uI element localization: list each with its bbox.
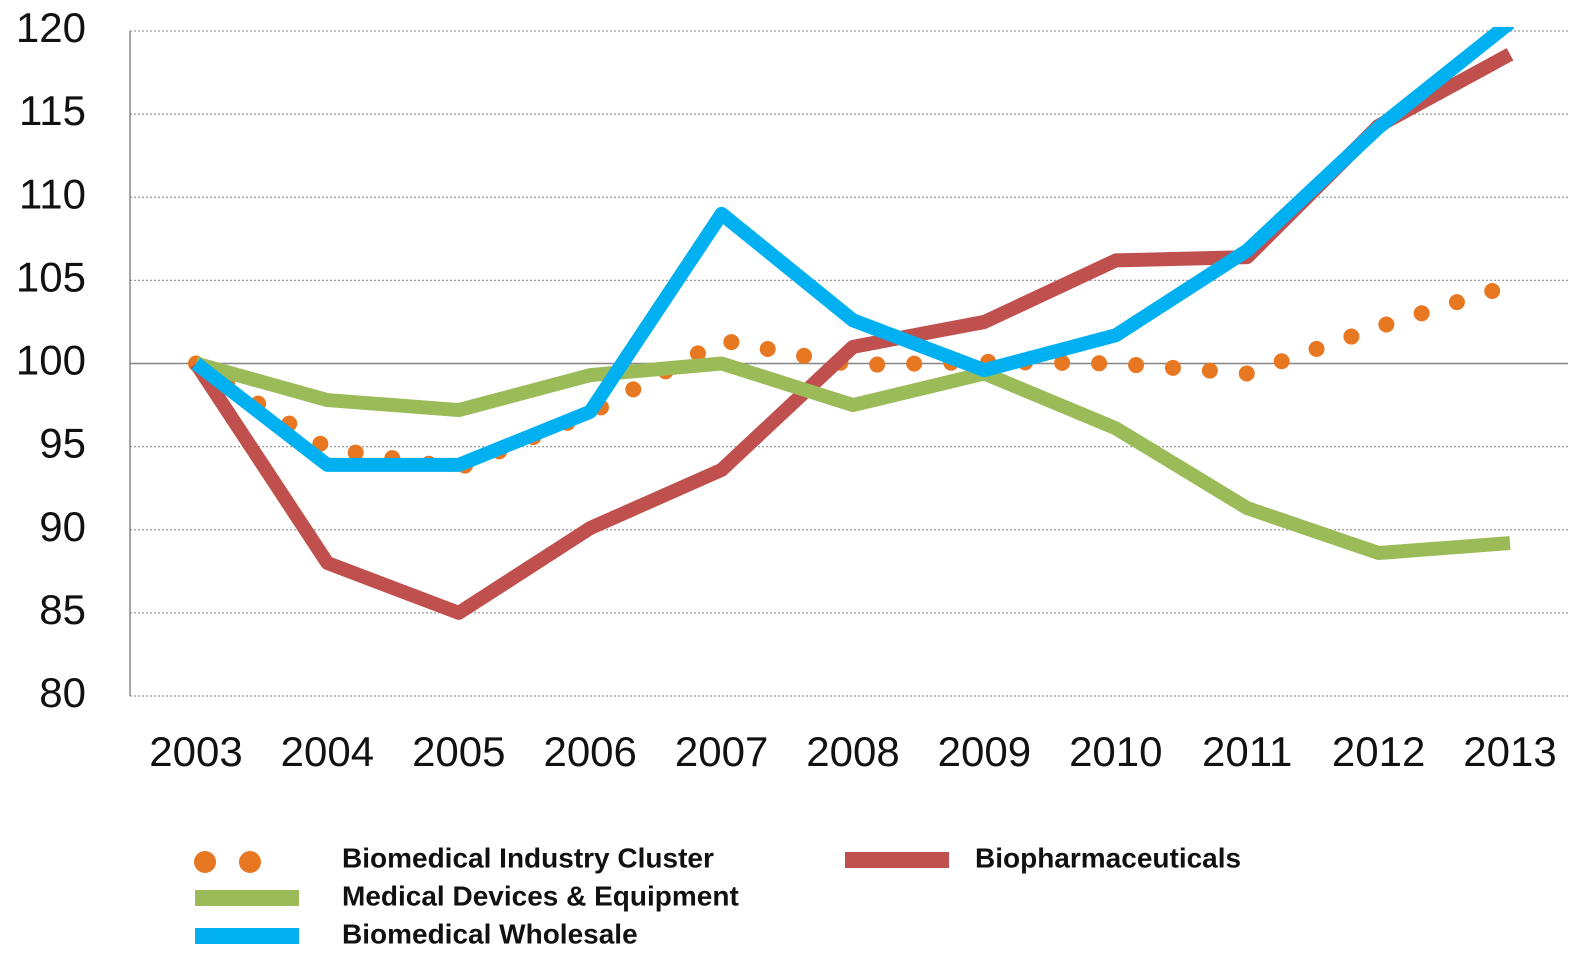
x-tick-label: 2011: [1202, 728, 1292, 775]
x-tick-label: 2013: [1463, 728, 1556, 775]
x-tick-label: 2004: [281, 728, 374, 775]
y-tick-label: 100: [16, 337, 86, 384]
x-tick-label: 2003: [149, 728, 242, 775]
y-tick-label: 85: [39, 586, 86, 633]
x-tick-label: 2008: [806, 728, 899, 775]
y-tick-label: 110: [19, 170, 86, 217]
series-line: [194, 356, 1511, 561]
grid: [130, 30, 1568, 697]
y-tick-label: 95: [39, 420, 86, 467]
y-tick-label: 80: [39, 669, 86, 716]
x-tick-label: 2006: [543, 728, 636, 775]
x-tick-label: 2012: [1332, 728, 1425, 775]
x-tick-label: 2009: [938, 728, 1031, 775]
y-tick-label: 105: [16, 253, 86, 300]
y-tick-label: 90: [39, 503, 86, 550]
y-tick-label: 120: [16, 4, 86, 51]
legend: Biomedical Industry Cluster Biopharmaceut…: [194, 842, 1241, 949]
plot-area: [188, 27, 1518, 620]
labels: 80 85 90 95 100 105 110 115 120 2003 2004 2005 2006 2…: [16, 4, 1557, 775]
legend-label: Biomedical Industry Cluster: [342, 842, 714, 873]
series-line: [191, 27, 1515, 472]
y-tick-label: 115: [19, 87, 86, 134]
legend-label: Biopharmaceuticals: [975, 842, 1241, 873]
x-tick-label: 2010: [1069, 728, 1162, 775]
x-tick-label: 2007: [675, 728, 768, 775]
legend-label: Biomedical Wholesale: [342, 918, 638, 949]
legend-label: Medical Devices & Equipment: [342, 880, 739, 911]
x-tick-label: 2005: [412, 728, 505, 775]
